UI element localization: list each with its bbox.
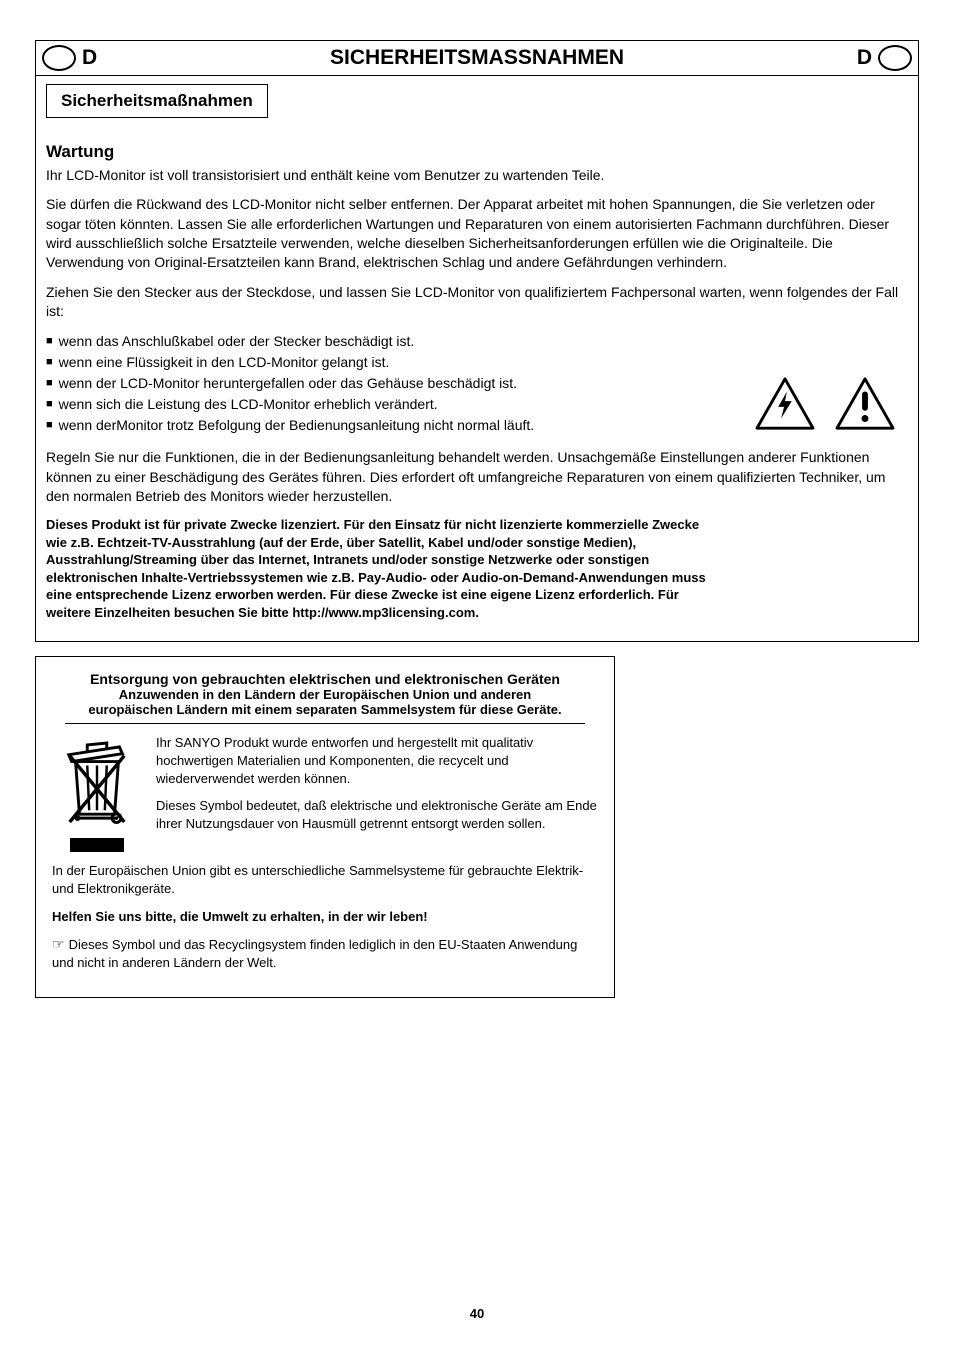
license-block: Dieses Produkt ist für private Zwecke li… [46, 516, 908, 621]
wartung-p2: Sie dürfen die Rückwand des LCD-Monitor … [46, 195, 908, 272]
wartung-p1: Ihr LCD-Monitor ist voll transistorisier… [46, 166, 908, 185]
eol-note: ☞Dieses Symbol und das Recyclingsystem f… [52, 935, 598, 971]
eol-subtitle: Anzuwenden in den Ländern der Europäisch… [75, 687, 575, 717]
eol-box: Entsorgung von gebrauchten elektrischen … [35, 656, 615, 998]
shock-triangle-icon [754, 376, 816, 432]
content-area: Sicherheitsmaßnahmen Wartung Ihr LCD-Mon… [36, 76, 918, 641]
eol-p3: In der Europäischen Union gibt es unters… [52, 862, 598, 897]
license-line: wie z.B. Echtzeit-TV-Ausstrahlung (auf d… [46, 534, 908, 552]
license-line: weitere Einzelheiten besuchen Sie bitte … [46, 604, 908, 622]
wartung-title: Wartung [46, 142, 908, 162]
license-line: Ausstrahlung/Streaming über das Internet… [46, 551, 908, 569]
bullet-text: wenn eine Flüssigkeit in den LCD-Monitor… [59, 352, 390, 373]
bullet-text: wenn das Anschlußkabel oder der Stecker … [59, 331, 415, 352]
bullet-icon: ■ [46, 394, 53, 415]
license-line: eine entsprechende Lizenz erworben werde… [46, 586, 908, 604]
bullet-text: wenn der LCD-Monitor heruntergefallen od… [59, 373, 517, 394]
eol-p2: Dieses Symbol bedeutet, daß elektrische … [156, 797, 598, 832]
header-ellipse-left [42, 45, 76, 71]
eol-p1: Ihr SANYO Produkt wurde entworfen und he… [156, 734, 598, 787]
bullet-text: wenn derMonitor trotz Befolgung der Bedi… [59, 415, 535, 436]
warning-icons [754, 376, 896, 432]
list-item: ■ wenn das Anschlußkabel oder der Stecker… [46, 331, 908, 352]
list-item: ■ wenn eine Flüssigkeit in den LCD-Monito… [46, 352, 908, 373]
weee-bar-icon [70, 838, 124, 852]
eol-text-column: Ihr SANYO Produkt wurde entworfen und he… [156, 734, 598, 852]
caution-triangle-icon [834, 376, 896, 432]
eol-note-text: Dieses Symbol und das Recyclingsystem fi… [52, 937, 577, 970]
eol-top-row: Ihr SANYO Produkt wurde entworfen und he… [52, 734, 598, 852]
eol-title-wrap: Entsorgung von gebrauchten elektrischen … [65, 671, 585, 724]
bullet-icon: ■ [46, 331, 53, 352]
page-number: 40 [0, 1306, 954, 1321]
eol-icon-column [52, 734, 142, 852]
wartung-p3: Ziehen Sie den Stecker aus der Steckdose… [46, 283, 908, 322]
bullet-icon: ■ [46, 352, 53, 373]
bullet-text: wenn sich die Leistung des LCD-Monitor e… [59, 394, 438, 415]
header-ellipse-right [878, 45, 912, 71]
header-strip: D SICHERHEITSMASSNAHMEN D [36, 41, 918, 76]
bullet-icon: ■ [46, 373, 53, 394]
bullet-icon: ■ [46, 415, 53, 436]
wartung-p4: Regeln Sie nur die Funktionen, die in de… [46, 448, 908, 506]
hand-icon: ☞ [52, 936, 65, 952]
header-right-label: D [857, 46, 872, 70]
main-box: D SICHERHEITSMASSNAHMEN D Sicherheitsmaß… [35, 40, 919, 642]
license-line: elektronischen Inhalte-Vertriebssystemen… [46, 569, 908, 587]
eol-lower: In der Europäischen Union gibt es unters… [52, 862, 598, 971]
eol-title: Entsorgung von gebrauchten elektrischen … [75, 671, 575, 687]
header-left-label: D [82, 46, 97, 70]
tab-label: Sicherheitsmaßnahmen [46, 84, 268, 118]
page-root: D SICHERHEITSMASSNAHMEN D Sicherheitsmaß… [0, 0, 954, 1351]
weee-bin-icon [58, 734, 136, 832]
license-line: Dieses Produkt ist für private Zwecke li… [46, 516, 908, 534]
eol-p4: Helfen Sie uns bitte, die Umwelt zu erha… [52, 908, 598, 926]
header-title: SICHERHEITSMASSNAHMEN [97, 46, 857, 70]
